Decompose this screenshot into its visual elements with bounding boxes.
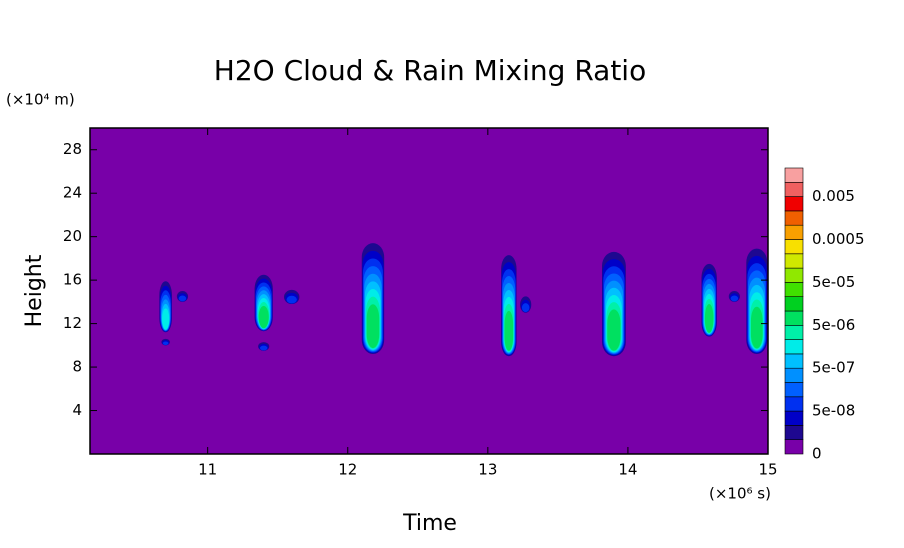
x-tick-label: 11	[198, 461, 217, 479]
colorbar-label: 5e-05	[812, 273, 855, 291]
x-tick-label: 14	[618, 461, 637, 479]
cloud-contour	[730, 295, 739, 302]
y-tick-label: 4	[72, 401, 82, 419]
x-tick-label: 15	[758, 461, 777, 479]
cloud-contour	[521, 303, 530, 313]
cloud-contour	[178, 295, 187, 302]
cloud-contour	[366, 304, 380, 349]
colorbar-box	[784, 267, 804, 283]
colorbar-box	[784, 239, 804, 255]
plot-background	[90, 128, 768, 454]
y-unit: (×10⁴ m)	[6, 91, 75, 109]
cloud-contour	[607, 309, 621, 351]
colorbar-box	[784, 296, 804, 312]
colorbar-box	[784, 382, 804, 398]
colorbar-box	[784, 310, 804, 326]
colorbar-label: 5e-08	[812, 402, 855, 420]
colorbar-box	[784, 410, 804, 426]
y-tick-label: 28	[63, 140, 82, 158]
colorbar-box	[784, 367, 804, 383]
colorbar-label: 0.005	[812, 187, 855, 205]
cloud-contour	[258, 305, 269, 329]
plot-frame	[89, 127, 769, 455]
colorbar-label: 0	[812, 445, 822, 463]
colorbar-box	[784, 282, 804, 297]
colorbar-box	[784, 210, 804, 226]
y-tick-label: 16	[63, 271, 82, 289]
y-tick-label: 8	[72, 358, 82, 376]
cloud-contour	[704, 303, 714, 333]
colorbar-box	[784, 224, 804, 240]
chart-title: H2O Cloud & Rain Mixing Ratio	[214, 54, 646, 87]
y-tick-label: 12	[63, 314, 82, 332]
x-axis-label: Time	[402, 511, 457, 536]
colorbar-box	[784, 167, 804, 183]
cloud-contour	[750, 306, 763, 349]
colorbar-box	[784, 253, 804, 269]
colorbar-box	[784, 425, 804, 440]
y-tick-label: 24	[63, 184, 82, 202]
cloud-contour	[504, 310, 514, 351]
x-tick-label: 12	[338, 461, 357, 479]
colorbar-label: 5e-07	[812, 359, 855, 377]
y-tick-label: 20	[63, 227, 82, 245]
y-axis-label: Height	[22, 254, 47, 327]
cloud-contour	[259, 345, 268, 351]
x-unit: (×10⁶ s)	[709, 485, 771, 503]
cloud-contour	[162, 308, 170, 330]
x-tick-label: 13	[478, 461, 497, 479]
cloud-contour	[286, 295, 297, 304]
colorbar-box	[784, 396, 804, 412]
colorbar-box	[784, 339, 804, 355]
colorbar-box	[784, 196, 804, 212]
colorbar-label: 0.0005	[812, 230, 865, 248]
colorbar-box	[784, 439, 804, 455]
colorbar-box	[784, 324, 804, 340]
colorbar-box	[784, 353, 804, 369]
colorbar-box	[784, 182, 804, 197]
colorbar-label: 5e-06	[812, 316, 855, 334]
cloud-contour	[162, 341, 169, 346]
